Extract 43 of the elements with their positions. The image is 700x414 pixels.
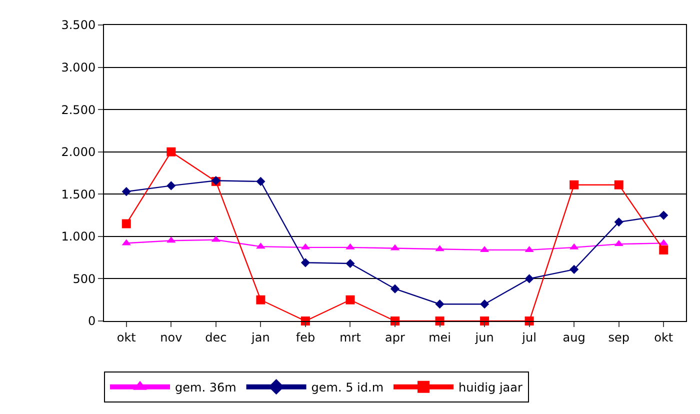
y-tick-label: 3.000 [61, 60, 96, 74]
x-tick-label: feb [296, 330, 316, 344]
point [659, 245, 668, 254]
point [256, 176, 266, 186]
point [300, 258, 310, 268]
y-tick-label: 1.500 [61, 187, 96, 202]
point [614, 218, 624, 227]
x-tick-label: dec [205, 330, 227, 344]
y-tick-label: 1.000 [61, 230, 96, 244]
point [570, 180, 579, 190]
point [166, 181, 176, 190]
x-tick-label: mrt [340, 330, 362, 344]
point [390, 284, 400, 294]
point [122, 219, 131, 228]
x-tick-label: sep [608, 330, 630, 344]
x-tick-label: okt [116, 330, 136, 344]
y-tick-label: 0 [88, 314, 96, 328]
y-tick-label: 2.500 [61, 102, 96, 117]
point [435, 300, 444, 309]
point [346, 258, 355, 268]
point [166, 147, 176, 156]
y-tick-label: 500 [72, 272, 96, 286]
legend-label: gem. 5 id.m [311, 380, 384, 394]
point [122, 187, 131, 196]
point [659, 210, 668, 220]
point [614, 180, 624, 190]
x-tick-label: nov [160, 330, 182, 344]
x-tick-label: okt [654, 330, 674, 344]
point [256, 295, 266, 304]
x-tick-label: apr [385, 330, 406, 344]
point [570, 264, 579, 274]
y-tick-label: 3.500 [61, 18, 96, 32]
legend-label: gem. 36m [175, 380, 236, 394]
x-tick-label: jun [474, 330, 494, 344]
point [480, 300, 490, 309]
x-tick-label: mei [428, 330, 451, 344]
legend-label: huidig jaar [458, 380, 522, 394]
point [346, 295, 355, 304]
x-tick-label: jan [250, 330, 270, 344]
x-tick-label: aug [562, 330, 586, 344]
y-tick-label: 2.000 [61, 145, 96, 160]
point [524, 274, 534, 284]
x-tick-label: jul [521, 330, 536, 344]
